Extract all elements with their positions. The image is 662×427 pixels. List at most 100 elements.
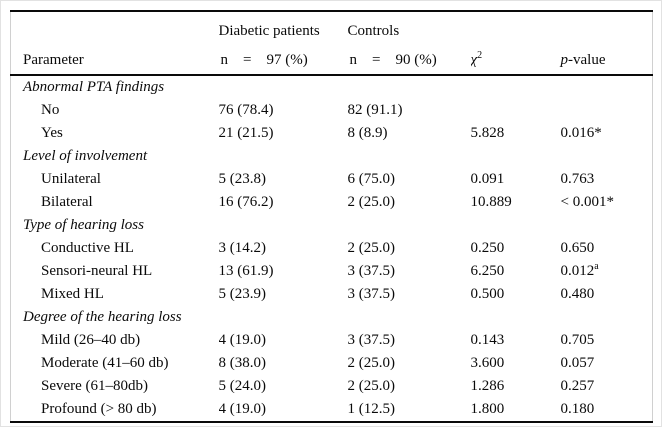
p-value: 0.012 — [560, 263, 595, 279]
p-cell: 0.650 — [560, 240, 595, 256]
section-row: Type of hearing loss — [11, 214, 653, 237]
controls-cell — [348, 306, 471, 329]
chi-cell: 6.250 — [470, 263, 505, 279]
column-header-row: Parameter n = 97 (%) n = 90 (%) χ2 p-value — [11, 46, 653, 75]
p-cell: 0.016* — [560, 125, 602, 141]
chi-square-header: χ2 — [471, 46, 558, 75]
diabetic-cell: 5 (23.9) — [218, 286, 267, 302]
table-body: Abnormal PTA findings No 76 (78.4) 82 (9… — [11, 75, 653, 422]
chi-cell — [471, 145, 558, 168]
parameter-header: Parameter — [23, 51, 84, 68]
diabetic-n-header: n = 97 (%) — [219, 46, 348, 75]
row-label: Mixed HL — [41, 286, 104, 302]
row-label: Sensori-neural HL — [41, 263, 153, 279]
diabetic-cell: 13 (61.9) — [218, 263, 274, 279]
chi-cell: 0.500 — [470, 286, 505, 302]
chi-cell: 1.800 — [470, 401, 505, 417]
footnote-marker-a: a — [594, 261, 599, 272]
n-value: 97 (%) — [266, 51, 308, 68]
equals-sign: = — [372, 51, 381, 68]
controls-cell: 3 (37.5) — [347, 332, 396, 348]
empty-header-cell — [471, 11, 558, 46]
chi-exponent: 2 — [477, 49, 483, 61]
table-row: No 76 (78.4) 82 (91.1) — [11, 99, 653, 122]
n-value: 90 (%) — [395, 51, 437, 68]
row-label: Conductive HL — [41, 240, 134, 256]
p-cell — [558, 99, 653, 122]
diabetic-cell: 8 (38.0) — [218, 355, 267, 371]
controls-cell: 2 (25.0) — [347, 194, 396, 210]
diabetic-cell: 5 (23.8) — [218, 171, 267, 187]
table-header: Diabetic patients Controls Parameter n = 9… — [10, 11, 653, 75]
diabetic-cell: 21 (21.5) — [218, 125, 274, 141]
section-row: Abnormal PTA findings — [11, 75, 653, 99]
diabetic-group-header: Diabetic patients — [218, 22, 320, 39]
table-row: Bilateral 16 (76.2) 2 (25.0) 10.889 < 0.… — [11, 191, 653, 214]
section-row: Degree of the hearing loss — [11, 306, 653, 329]
table-row: Mixed HL 5 (23.9) 3 (37.5) 0.500 0.480 — [11, 283, 653, 306]
row-label: Severe (61–80db) — [41, 378, 149, 394]
controls-cell: 3 (37.5) — [347, 263, 396, 279]
table-row: Profound (> 80 db) 4 (19.0) 1 (12.5) 1.8… — [11, 398, 653, 422]
p-cell: 0.480 — [560, 286, 595, 302]
diabetic-cell: 5 (24.0) — [218, 378, 267, 394]
p-cell: 0.180 — [560, 401, 595, 417]
controls-cell — [348, 214, 471, 237]
p-cell — [558, 145, 653, 168]
statistics-table: Diabetic patients Controls Parameter n = 9… — [10, 10, 653, 423]
chi-cell — [471, 214, 558, 237]
chi-cell — [471, 99, 558, 122]
chi-cell: 0.250 — [470, 240, 505, 256]
table-row: Unilateral 5 (23.8) 6 (75.0) 0.091 0.763 — [11, 168, 653, 191]
p-cell — [558, 214, 653, 237]
n-label: n — [349, 51, 358, 68]
p-cell: 0.012a — [558, 260, 653, 283]
row-label: Unilateral — [41, 171, 101, 187]
p-cell: 0.057 — [560, 355, 595, 371]
diabetic-cell: 4 (19.0) — [218, 401, 267, 417]
section-row: Level of involvement — [11, 145, 653, 168]
chi-cell: 1.286 — [470, 378, 505, 394]
section-label: Degree of the hearing loss — [23, 309, 182, 325]
n-label: n — [220, 51, 229, 68]
empty-header-cell — [11, 11, 219, 46]
diabetic-cell — [219, 306, 348, 329]
controls-cell: 6 (75.0) — [347, 171, 396, 187]
p-cell: 0.705 — [560, 332, 595, 348]
diabetic-cell — [219, 145, 348, 168]
row-label: Moderate (41–60 db) — [41, 355, 169, 371]
controls-cell: 2 (25.0) — [347, 240, 396, 256]
diabetic-cell — [219, 75, 348, 99]
diabetic-cell: 3 (14.2) — [218, 240, 267, 256]
chi-cell — [471, 75, 558, 99]
table-row: Moderate (41–60 db) 8 (38.0) 2 (25.0) 3.… — [11, 352, 653, 375]
controls-group-header: Controls — [347, 22, 400, 39]
p-symbol: p — [560, 51, 569, 68]
section-label: Level of involvement — [23, 148, 148, 164]
controls-cell: 82 (91.1) — [347, 102, 403, 118]
chi-cell: 10.889 — [470, 194, 512, 210]
chi-cell — [471, 306, 558, 329]
diabetic-cell: 16 (76.2) — [218, 194, 274, 210]
table-row: Sensori-neural HL 13 (61.9) 3 (37.5) 6.2… — [11, 260, 653, 283]
controls-cell — [348, 145, 471, 168]
p-value-suffix: -value — [568, 51, 606, 68]
controls-cell: 8 (8.9) — [347, 125, 388, 141]
chi-cell: 0.091 — [470, 171, 505, 187]
row-label: Bilateral — [41, 194, 93, 210]
chi-cell: 5.828 — [470, 125, 505, 141]
row-label: Mild (26–40 db) — [41, 332, 141, 348]
row-label: Profound (> 80 db) — [41, 401, 157, 417]
table-row: Conductive HL 3 (14.2) 2 (25.0) 0.250 0.… — [11, 237, 653, 260]
diabetic-cell — [219, 214, 348, 237]
chi-symbol: χ — [470, 51, 478, 68]
table-row: Severe (61–80db) 5 (24.0) 2 (25.0) 1.286… — [11, 375, 653, 398]
equals-sign: = — [243, 51, 252, 68]
diabetic-cell: 76 (78.4) — [218, 102, 274, 118]
p-cell — [558, 306, 653, 329]
p-cell — [558, 75, 653, 99]
controls-cell — [348, 75, 471, 99]
controls-n-header: n = 90 (%) — [348, 46, 471, 75]
controls-cell: 3 (37.5) — [347, 286, 396, 302]
